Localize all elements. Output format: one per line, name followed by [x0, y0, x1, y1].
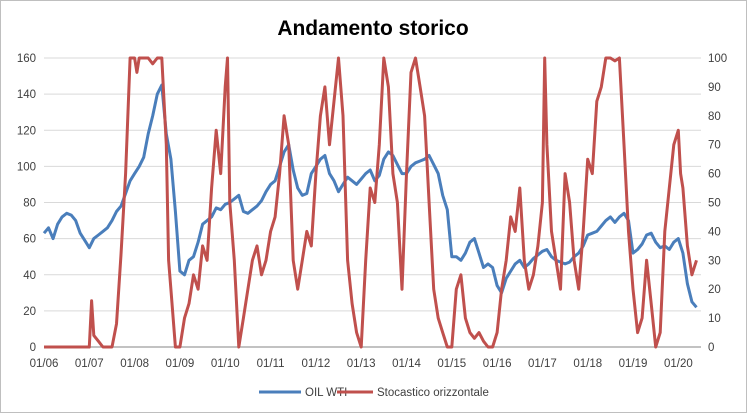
- x-tick-label: 01/18: [573, 358, 602, 370]
- legend-label-stocastico: Stocastico orizzontale: [377, 387, 489, 399]
- series-line-stocastico: [44, 56, 698, 349]
- legend: OIL WTI Stocastico orizzontale: [259, 387, 489, 399]
- left-tick-label: 40: [23, 270, 36, 282]
- chart-title: Andamento storico: [277, 17, 468, 40]
- gridlines: [44, 57, 701, 312]
- right-tick-label: 50: [708, 198, 721, 210]
- left-tick-label: 60: [23, 234, 36, 246]
- x-axis-ticks: 01/06 01/07 01/08 01/09 01/10 01/11 01/12 01/13…: [30, 358, 693, 370]
- left-tick-label: 100: [17, 161, 36, 173]
- x-tick-label: 01/19: [619, 358, 648, 370]
- series-line-oil-wti: [42, 83, 698, 309]
- x-tick-label: 01/12: [301, 358, 330, 370]
- right-tick-label: 80: [708, 111, 721, 123]
- right-tick-label: 100: [708, 53, 727, 65]
- x-tick-label: 01/08: [120, 358, 149, 370]
- x-tick-label: 01/06: [30, 358, 59, 370]
- x-tick-label: 01/11: [257, 358, 285, 370]
- left-tick-label: 80: [23, 198, 36, 210]
- right-tick-label: 20: [708, 284, 721, 296]
- right-tick-label: 10: [708, 313, 721, 325]
- right-tick-label: 70: [708, 140, 721, 152]
- left-tick-label: 140: [17, 89, 36, 101]
- left-tick-label: 20: [23, 306, 36, 318]
- right-tick-label: 60: [708, 169, 721, 181]
- series-layer: [42, 56, 698, 349]
- right-tick-label: 30: [708, 255, 721, 267]
- right-tick-label: 40: [708, 226, 721, 238]
- x-tick-label: 01/20: [664, 358, 693, 370]
- x-tick-label: 01/15: [437, 358, 466, 370]
- left-axis-ticks: 0 20 40 60 80 100 120 140 160: [17, 53, 36, 354]
- x-tick-label: 01/09: [166, 358, 195, 370]
- x-tick-label: 01/07: [75, 358, 104, 370]
- right-tick-label: 0: [708, 342, 714, 354]
- x-tick-label: 01/16: [483, 358, 512, 370]
- x-tick-label: 01/14: [392, 358, 421, 370]
- left-tick-label: 120: [17, 125, 36, 137]
- x-tick-label: 01/17: [528, 358, 557, 370]
- right-axis-ticks: 0 10 20 30 40 50 60 70 80 90 100: [708, 53, 727, 354]
- x-tick-label: 01/10: [211, 358, 240, 370]
- left-tick-label: 0: [30, 342, 36, 354]
- right-tick-label: 90: [708, 82, 721, 94]
- x-tick-label: 01/13: [347, 358, 376, 370]
- left-tick-label: 160: [17, 53, 36, 65]
- legend-label-oil-wti: OIL WTI: [305, 387, 347, 399]
